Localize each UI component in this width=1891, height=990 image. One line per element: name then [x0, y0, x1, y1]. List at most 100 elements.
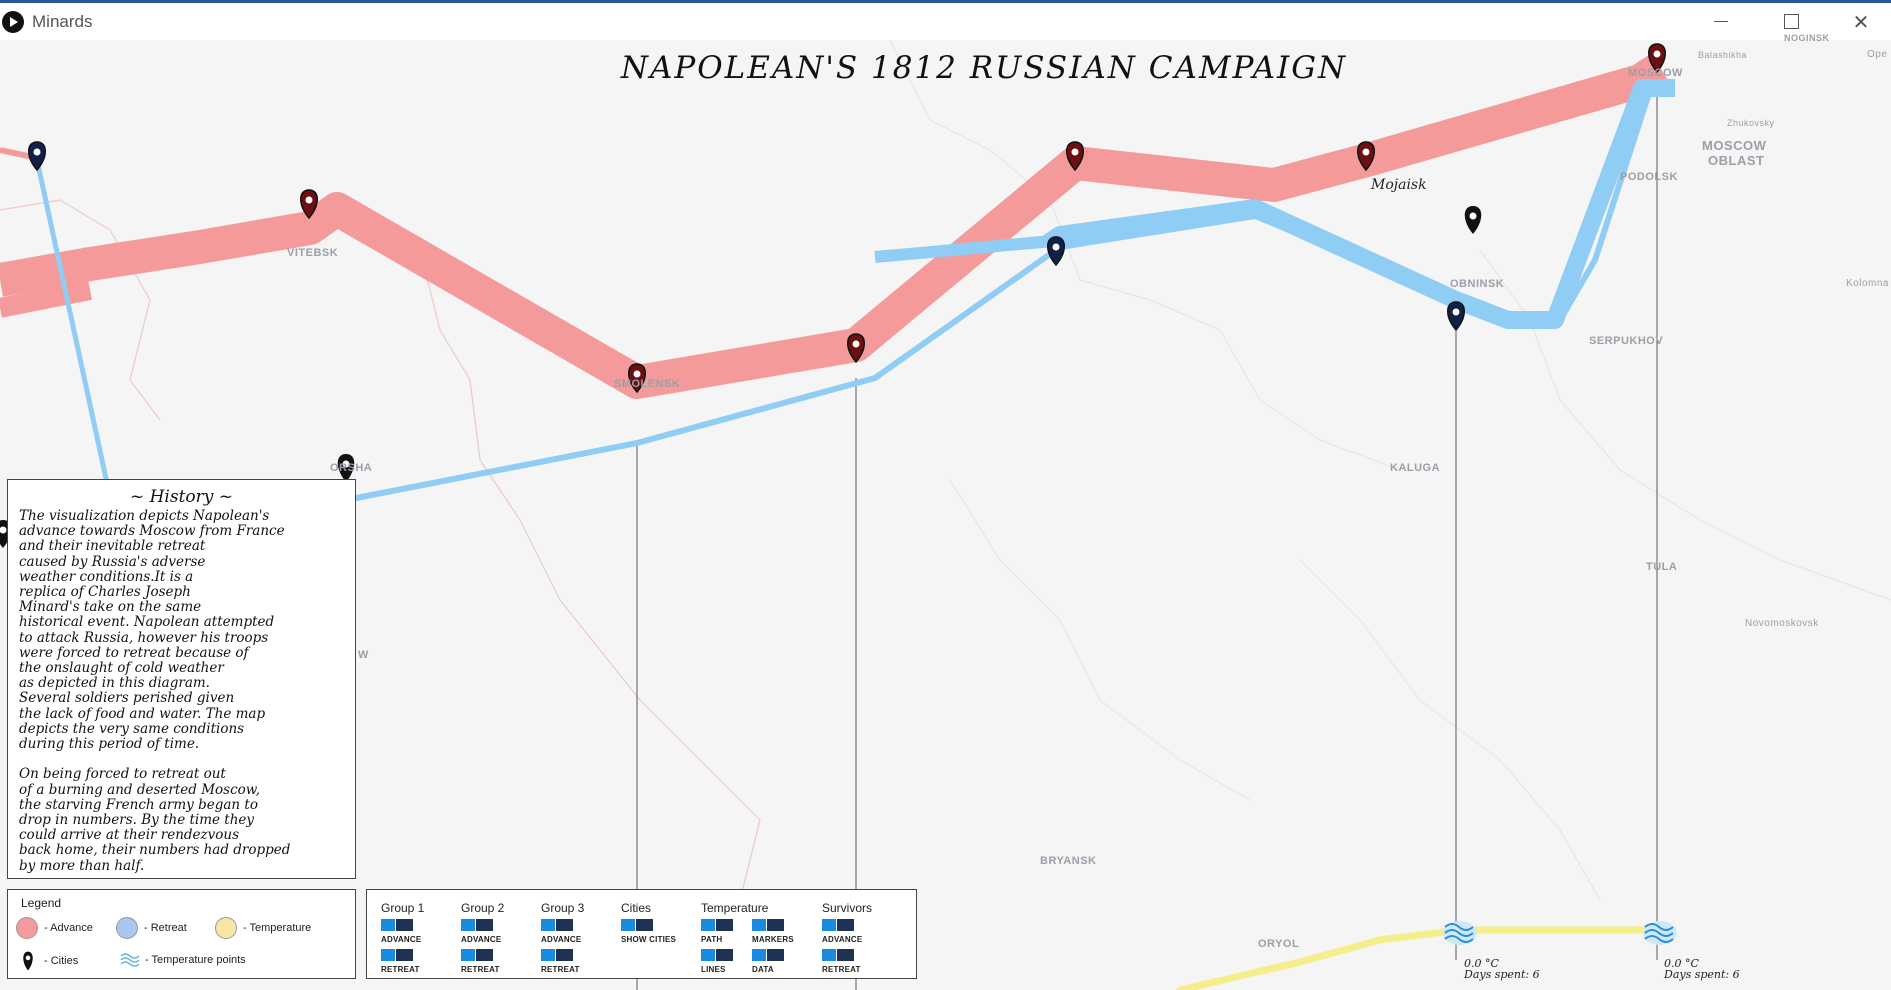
group1-retreat-toggle[interactable]	[381, 949, 413, 961]
temperature-value: 0.0 °C	[1464, 957, 1499, 970]
temperature-point-label: 0.0 °C Days spent: 6	[1464, 958, 1540, 980]
window-title: Minards	[32, 12, 93, 31]
legend-item-cities: - Cities	[21, 950, 78, 972]
city-label-bryansk: BRYANSK	[1040, 855, 1097, 867]
marker-retreat	[1047, 236, 1065, 267]
marker-advance	[1648, 43, 1666, 74]
region-border	[949, 479, 1251, 801]
survivors-advance-label: ADVANCE	[822, 935, 863, 944]
group2-label: Group 2	[461, 901, 505, 915]
city-label-novomoskovsk: Novomoskovsk	[1745, 618, 1819, 629]
map-annotation-mojaisk: Mojaisk	[1371, 177, 1427, 193]
group3-label: Group 3	[541, 901, 585, 915]
advance-path	[0, 280, 92, 318]
map-svg	[0, 40, 1891, 990]
group3-advance-label: ADVANCE	[541, 935, 582, 944]
city-label-balashikha: Balashikha	[1698, 50, 1748, 60]
city-marker-icon	[23, 951, 33, 971]
temperature-swatch	[215, 917, 237, 939]
temperature-data-toggle[interactable]	[752, 949, 784, 961]
survivors-advance-toggle[interactable]	[822, 919, 854, 931]
city-label-tula: TULA	[1646, 561, 1678, 573]
temperature-value: 0.0 °C	[1664, 957, 1699, 970]
legend-item-temperature: - Temperature	[215, 917, 311, 939]
city-label-partial: W	[358, 649, 369, 661]
retreat-path	[34, 159, 118, 521]
controls-panel: Group 1 ADVANCE RETREAT Group 2 ADVANCE …	[366, 889, 917, 979]
group2-retreat-toggle[interactable]	[461, 949, 493, 961]
marker-retreat	[1447, 301, 1465, 332]
maximize-button[interactable]	[1761, 3, 1821, 40]
region-border	[1299, 559, 1601, 901]
legend-panel: Legend - Advance - Retreat - Temperature…	[7, 889, 356, 979]
city-label-moscow: MOSCOW	[1628, 67, 1683, 79]
marker-retreat	[28, 141, 46, 172]
survivors-retreat-toggle[interactable]	[822, 949, 854, 961]
marker-advance	[1066, 141, 1084, 172]
city-label-vitebsk: VITEBSK	[287, 247, 339, 259]
temperature-label: Temperature	[701, 901, 769, 915]
survivors-label: Survivors	[822, 901, 873, 915]
city-label-zhukovsky: Zhukovsky	[1727, 118, 1775, 128]
map-canvas[interactable]: NAPOLEAN'S 1812 RUSSIAN CAMPAIGN VITEBSK…	[0, 33, 1891, 990]
temperature-days: Days spent: 6	[1664, 968, 1740, 981]
city-label-orsha: ORSHA	[330, 462, 373, 474]
temperature-points-icon	[120, 953, 140, 967]
group1-advance-label: ADVANCE	[381, 935, 422, 944]
temperature-point-icon	[1643, 921, 1677, 945]
marker-city	[1464, 206, 1482, 234]
temperature-path-toggle[interactable]	[701, 919, 733, 931]
legend-label-advance: - Advance	[44, 922, 93, 934]
group1-advance-toggle[interactable]	[381, 919, 413, 931]
map-title: NAPOLEAN'S 1812 RUSSIAN CAMPAIGN	[620, 50, 1348, 86]
city-label-kolomna: Kolomna	[1846, 278, 1889, 289]
marker-city	[337, 454, 355, 482]
close-button[interactable]: ✕	[1831, 3, 1891, 40]
group3-retreat-label: RETREAT	[541, 965, 580, 974]
city-label-podolsk: PODOLSK	[1620, 171, 1678, 183]
region-border	[1079, 279, 1401, 471]
temperature-lines-toggle[interactable]	[701, 949, 733, 961]
history-panel: ~ History ~ The visualization depicts Na…	[7, 479, 356, 879]
legend-item-temperature-points: - Temperature points	[120, 952, 246, 968]
city-label-oryol: ORYOL	[1258, 938, 1300, 950]
legend-label-temperature-points: - Temperature points	[145, 954, 246, 966]
temperature-markers-toggle[interactable]	[752, 919, 784, 931]
minimize-icon	[1714, 21, 1728, 22]
region-border	[419, 249, 761, 961]
legend-item-advance: - Advance	[16, 917, 93, 939]
minimize-button[interactable]	[1691, 3, 1751, 40]
temperature-point-label: 0.0 °C Days spent: 6	[1664, 958, 1740, 980]
legend-title: Legend	[21, 896, 62, 910]
group3-retreat-toggle[interactable]	[541, 949, 573, 961]
retreat-swatch	[116, 917, 138, 939]
group1-retreat-label: RETREAT	[381, 965, 420, 974]
city-label-ope: Ope	[1867, 49, 1888, 60]
legend-item-retreat: - Retreat	[116, 917, 187, 939]
retreat-path	[1040, 79, 1675, 329]
title-bar: Minards	[0, 3, 1891, 40]
region-label-moscow: MOSCOW	[1702, 138, 1767, 153]
advance-swatch	[16, 917, 38, 939]
group3-advance-toggle[interactable]	[541, 919, 573, 931]
retreat-path	[874, 234, 1065, 263]
legend-label-retreat: - Retreat	[144, 922, 187, 934]
survivors-retreat-label: RETREAT	[822, 965, 861, 974]
group2-advance-toggle[interactable]	[461, 919, 493, 931]
app-icon	[2, 11, 24, 33]
temperature-point-icon	[1443, 921, 1477, 945]
region-border	[1479, 249, 1891, 601]
show-cities-toggle[interactable]	[621, 919, 653, 931]
legend-label-temperature: - Temperature	[243, 922, 312, 934]
history-title: ~ History ~	[129, 487, 234, 507]
legend-label-cities: - Cities	[44, 955, 79, 967]
temperature-path	[1176, 926, 1661, 990]
close-icon: ✕	[1852, 9, 1870, 34]
show-cities-label: SHOW CITIES	[621, 935, 677, 944]
city-label-noginsk: NOGINSK	[1784, 33, 1830, 43]
temperature-markers-label: MARKERS	[752, 935, 794, 944]
temperature-lines-label: LINES	[701, 965, 726, 974]
city-label-serpukhov: SERPUKHOV	[1589, 335, 1664, 347]
history-text: The visualization depicts Napolean's adv…	[19, 508, 291, 874]
retreat-path	[345, 87, 1670, 503]
